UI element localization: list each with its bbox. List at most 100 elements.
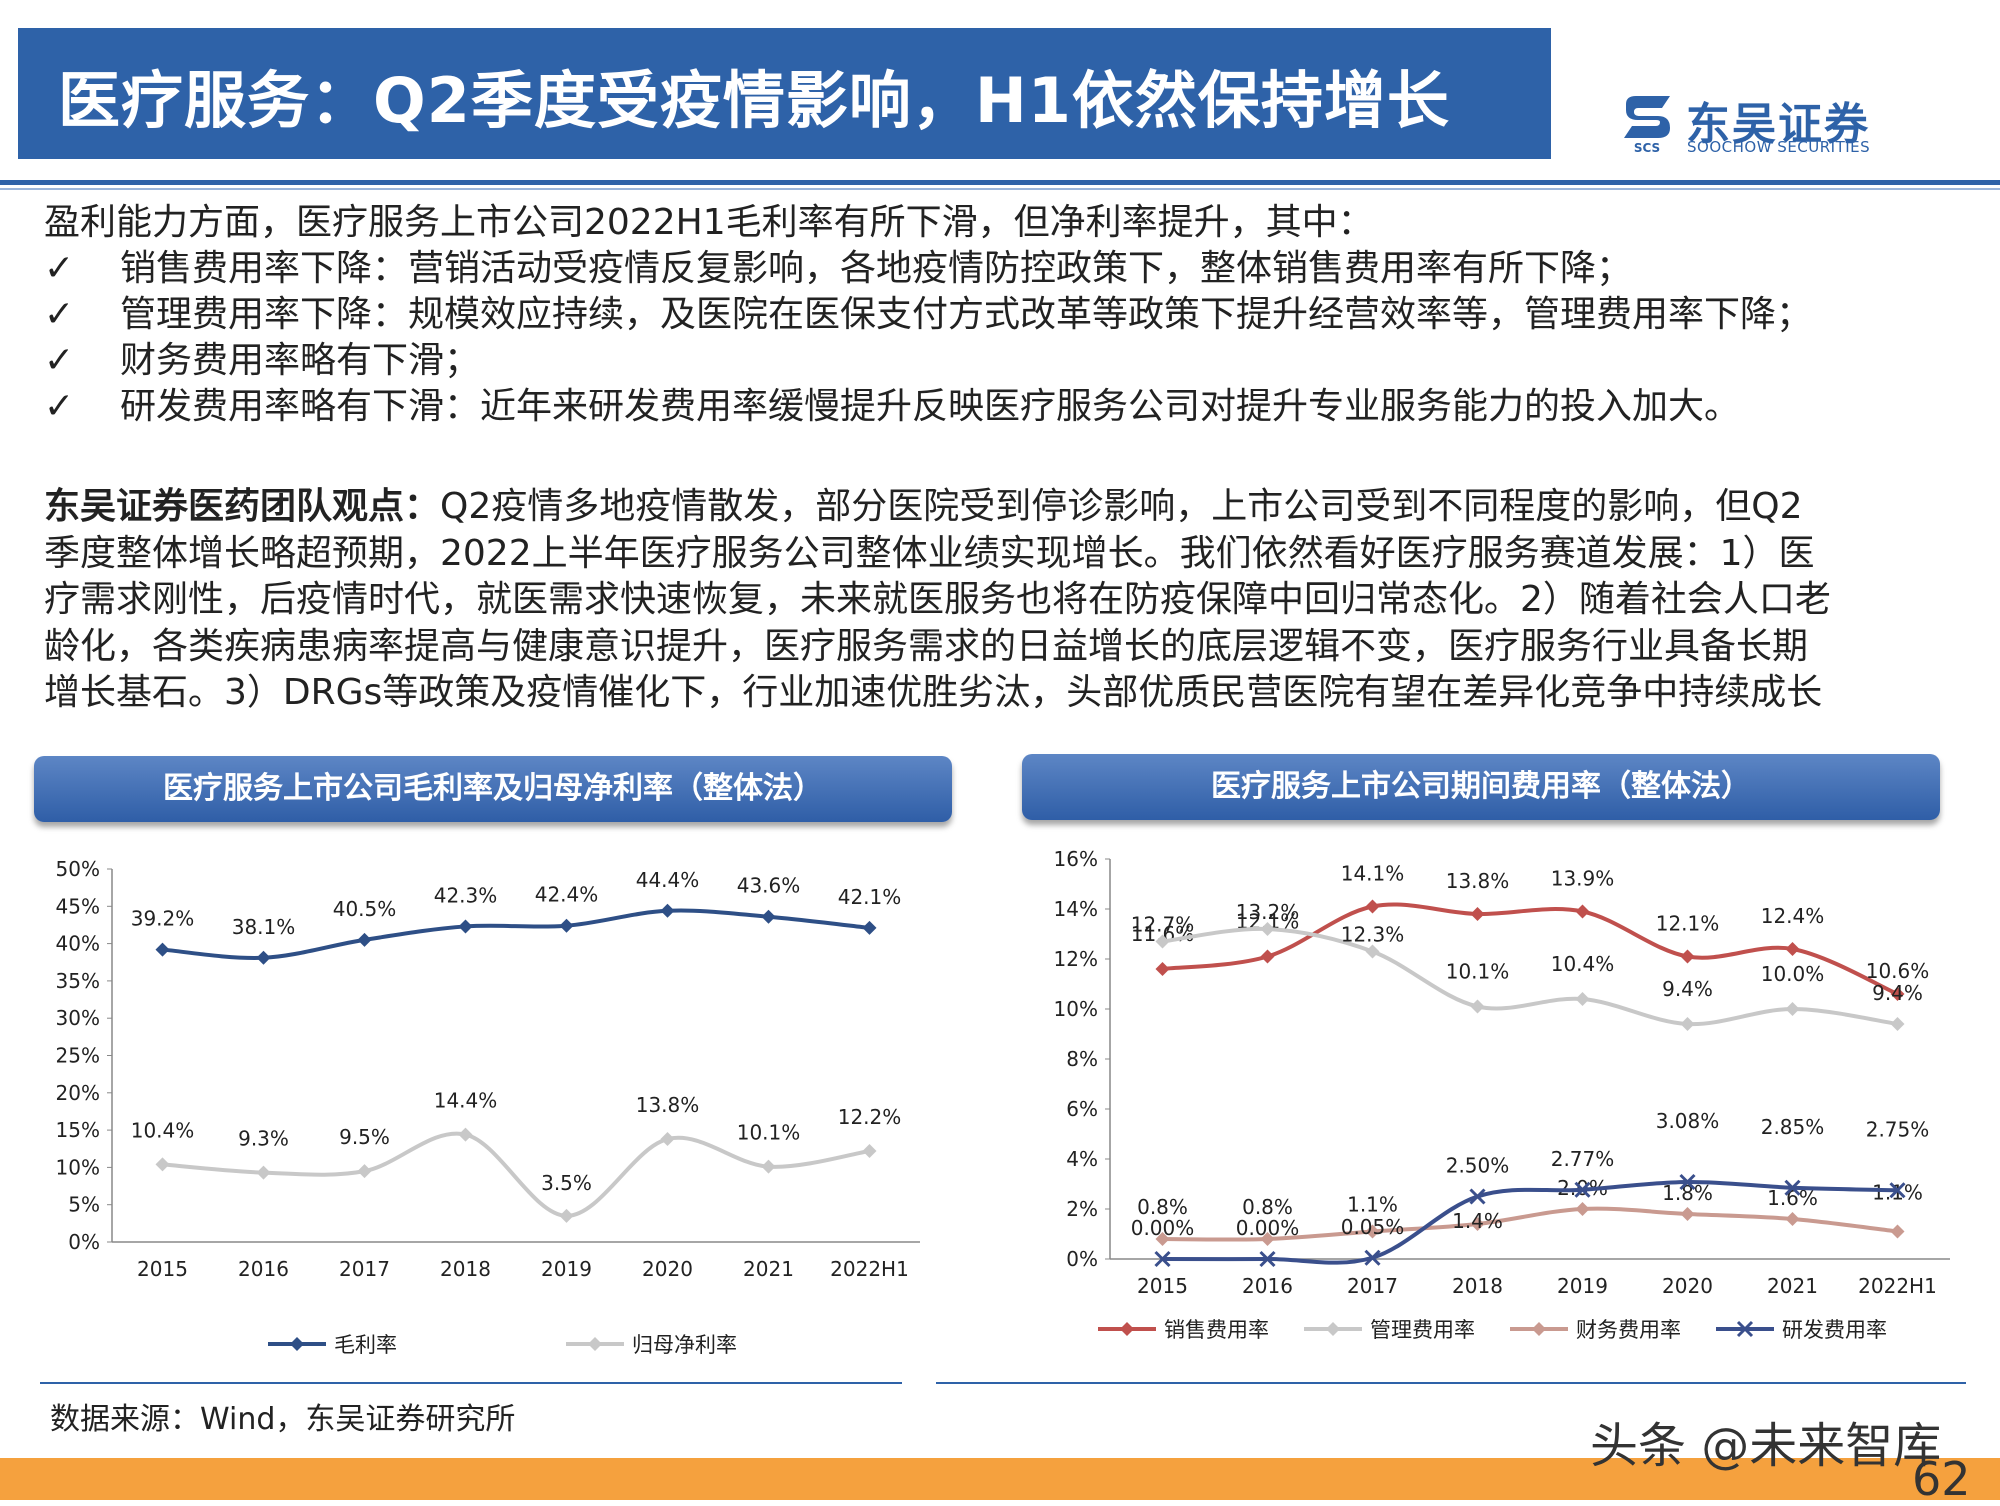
series-line xyxy=(1162,1206,1898,1242)
data-point xyxy=(1259,1250,1276,1268)
data-label: 2.75% xyxy=(1866,1117,1930,1141)
bullet-item: ✓ 销售费用率下降：营销活动受疫情反复影响，各地疫情防控政策下，整体销售费用率有所… xyxy=(44,246,1974,292)
data-label: 9.4% xyxy=(1872,981,1923,1005)
check-icon: ✓ xyxy=(44,340,75,381)
data-label: 42.1% xyxy=(838,885,902,909)
y-tick-label: 0% xyxy=(68,1230,100,1254)
data-point xyxy=(155,942,170,957)
watermark: 头条 @未来智库 xyxy=(1590,1418,1942,1474)
y-tick-label: 25% xyxy=(56,1044,100,1068)
data-label: 44.4% xyxy=(636,868,700,892)
y-tick-label: 50% xyxy=(56,857,100,881)
chart2-title: 医疗服务上市公司期间费用率（整体法） xyxy=(1022,754,1940,820)
data-point xyxy=(1155,1232,1170,1246)
y-tick-label: 16% xyxy=(1054,847,1098,871)
data-point xyxy=(660,903,675,918)
data-point xyxy=(1785,1002,1800,1016)
x-tick-label: 2020 xyxy=(642,1257,693,1281)
footer-bar xyxy=(0,1458,2000,1500)
x-tick-label: 2016 xyxy=(1242,1274,1293,1298)
view-text: Q2疫情多地疫情散发，部分医院受到停诊影响，上市公司受到不同程度的影响，但Q2 xyxy=(440,486,1803,527)
data-label: 2.85% xyxy=(1761,1115,1825,1139)
view-label: 东吴证券医药团队观点： xyxy=(44,486,441,527)
data-label: 0.00% xyxy=(1131,1216,1195,1240)
y-tick-label: 20% xyxy=(56,1081,100,1105)
data-point xyxy=(1680,1017,1695,1031)
legend-label: 销售费用率 xyxy=(1164,1318,1269,1342)
x-tick-label: 2019 xyxy=(1557,1274,1608,1298)
data-point xyxy=(761,1159,776,1174)
data-label: 12.4% xyxy=(1761,904,1825,928)
data-label: 14.1% xyxy=(1341,862,1405,886)
data-label: 9.4% xyxy=(1662,977,1713,1001)
data-label: 1.1% xyxy=(1347,1193,1398,1217)
data-label: 10.4% xyxy=(131,1118,195,1142)
x-tick-label: 2015 xyxy=(137,1257,188,1281)
legend-label: 归母净利率 xyxy=(632,1333,737,1357)
data-label: 2.50% xyxy=(1446,1154,1510,1178)
data-label: 13.8% xyxy=(1446,869,1510,893)
bullet-text: 销售费用率下降：营销活动受疫情反复影响，各地疫情防控政策下，整体销售费用率有所下… xyxy=(120,248,1633,289)
legend-label: 管理费用率 xyxy=(1370,1318,1475,1342)
y-tick-label: 10% xyxy=(1054,997,1098,1021)
page-number: 62 xyxy=(1912,1452,1971,1506)
source-divider xyxy=(936,1382,1966,1384)
data-label: 14.4% xyxy=(434,1089,498,1113)
legend-marker xyxy=(1326,1322,1340,1336)
y-tick-label: 30% xyxy=(56,1006,100,1030)
x-tick-label: 2018 xyxy=(1452,1274,1503,1298)
data-label: 10.0% xyxy=(1761,962,1825,986)
data-point xyxy=(1785,942,1800,956)
data-point xyxy=(1365,899,1380,914)
data-point xyxy=(1260,922,1275,936)
view-line: 龄化，各类疾病患病率提高与健康意识提升，医疗服务需求的日益增长的底层逻辑不变，医… xyxy=(44,625,1809,667)
x-tick-label: 2021 xyxy=(743,1257,794,1281)
y-tick-label: 8% xyxy=(1066,1047,1098,1071)
data-point xyxy=(357,932,372,947)
series-line xyxy=(1162,902,1899,996)
y-tick-label: 35% xyxy=(56,969,100,993)
legend-marker xyxy=(1736,1320,1754,1338)
title-bar: 医疗服务：Q2季度受疫情影响，H1依然保持增长 xyxy=(18,28,1551,159)
data-point xyxy=(1575,992,1590,1006)
data-point xyxy=(1575,1202,1590,1216)
data-point xyxy=(1574,1181,1591,1198)
x-tick-label: 2017 xyxy=(1347,1274,1398,1298)
series-line xyxy=(1162,926,1898,1027)
data-point xyxy=(660,1132,675,1147)
data-point xyxy=(559,1208,574,1223)
y-tick-label: 6% xyxy=(1066,1097,1098,1121)
data-point xyxy=(256,1165,271,1180)
legend-label: 研发费用率 xyxy=(1782,1318,1887,1342)
data-label: 3.5% xyxy=(541,1171,592,1195)
data-point xyxy=(458,919,473,934)
page-title: 医疗服务：Q2季度受疫情影响，H1依然保持增长 xyxy=(58,64,1450,137)
data-point xyxy=(1890,1224,1905,1239)
bullet-text: 管理费用率下降：规模效应持续，及医院在医保支付方式改革等政策下提升经营效率等，管… xyxy=(120,294,1813,335)
data-point xyxy=(1470,999,1485,1014)
view-line: 疗需求刚性，后疫情时代，就医需求快速恢复，未来就医服务也将在防疫保障中回归常态化… xyxy=(44,579,1831,620)
data-label: 40.5% xyxy=(333,897,397,921)
data-label: 10.6% xyxy=(1866,959,1930,983)
x-tick-label: 2019 xyxy=(541,1257,592,1281)
data-label: 39.2% xyxy=(131,907,195,931)
y-tick-label: 40% xyxy=(56,932,100,956)
x-tick-label: 2021 xyxy=(1767,1274,1818,1298)
logo-cn-text: 东吴证券 xyxy=(1686,99,1870,150)
company-logo: SCS 东吴证券 SOOCHOW SECURITIES xyxy=(1618,88,1908,160)
data-point xyxy=(1680,1207,1695,1221)
legend-marker xyxy=(290,1337,304,1351)
x-tick-label: 2022H1 xyxy=(1858,1274,1937,1298)
data-point xyxy=(1679,1173,1696,1191)
data-label: 12.2% xyxy=(838,1105,902,1129)
y-tick-label: 4% xyxy=(1066,1147,1098,1171)
data-point xyxy=(1260,949,1275,964)
legend-label: 财务费用率 xyxy=(1576,1318,1681,1342)
x-tick-label: 2017 xyxy=(339,1257,390,1281)
y-tick-label: 45% xyxy=(56,894,100,918)
y-tick-label: 2% xyxy=(1066,1197,1098,1221)
data-label: 13.8% xyxy=(636,1093,700,1117)
legend-label: 毛利率 xyxy=(334,1333,397,1357)
x-tick-label: 2015 xyxy=(1137,1274,1188,1298)
source-divider xyxy=(40,1382,902,1384)
